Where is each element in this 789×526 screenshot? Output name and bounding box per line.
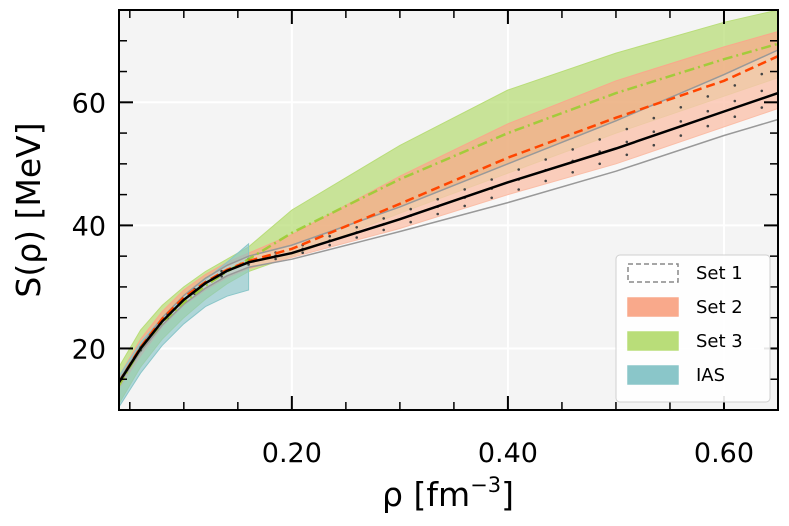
y-tick-label-2: 60: [72, 88, 106, 119]
plot-frame: [118, 9, 779, 411]
band-set-1-dot: [490, 178, 494, 181]
band-set-1-dot: [760, 89, 764, 93]
band-set-1-dot: [571, 171, 574, 174]
band-set-1-dot: [490, 196, 494, 200]
band-set-1-dot: [571, 148, 574, 151]
line-set-2: [117, 55, 779, 383]
band-set-1-dot: [625, 127, 629, 131]
band-set-1-dot: [382, 217, 386, 220]
band-set-1-dot: [706, 124, 710, 128]
band-set-1-dot: [760, 106, 764, 109]
band-set-1-dot: [733, 115, 737, 118]
y-tick-label-0: 20: [72, 334, 106, 365]
band-set-1-dot: [220, 269, 223, 273]
band-set-1-dot: [544, 158, 547, 161]
x-axis-label-sup: −3: [470, 473, 501, 497]
legend-swatch-ias: [627, 365, 679, 385]
legend: Set 1 Set 2 Set 3 IAS: [615, 254, 771, 403]
band-set-1-area: [119, 50, 778, 385]
legend-label-ias: IAS: [696, 365, 725, 386]
y-tick-label-1: 40: [72, 211, 106, 242]
x-tick-label-0: 0.20: [262, 438, 322, 469]
band-set-1-dot: [409, 207, 413, 211]
band-set-1-dot: [706, 95, 710, 98]
band-set-1-dot: [463, 204, 467, 208]
band-set-1-dot: [679, 120, 683, 123]
band-set-1-dot: [598, 138, 601, 141]
x-axis-label: ρ [fm−3]: [382, 473, 514, 514]
legend-swatch-set-1: [627, 263, 679, 283]
legend-label-set-2: Set 2: [696, 297, 743, 318]
band-set-1-dot: [301, 251, 305, 254]
line-set-1: [117, 91, 779, 383]
band-set-1-dot: [328, 243, 332, 247]
band-set-1-dot: [598, 162, 601, 166]
legend-swatch-set-2: [627, 297, 679, 317]
band-set-1-dot: [760, 72, 764, 76]
band-set-1-dot: [355, 236, 359, 239]
band-set-1-dot: [409, 220, 413, 224]
band-set-1-dot: [679, 106, 683, 109]
band-set-1-dot: [436, 212, 440, 216]
band-set-1-dot: [274, 257, 277, 261]
central-lines: [117, 42, 779, 387]
band-set-1-dot: [355, 226, 359, 229]
x-tick-label-2: 0.60: [694, 438, 754, 469]
band-set-1-dot: [544, 179, 547, 183]
band-set-1-lower-edge: [118, 118, 779, 385]
x-axis-label-tail: ]: [501, 475, 514, 514]
y-axis-label: S(ρ) [MeV]: [9, 122, 48, 297]
band-set-1-dot: [733, 84, 737, 87]
band-set-1-dot: [733, 99, 737, 103]
band-set-1-dot: [625, 140, 629, 144]
line-set-3: [117, 42, 779, 387]
x-tick-label-1: 0.40: [478, 438, 538, 469]
band-set-1-dot: [517, 168, 520, 171]
band-set-1-dot: [652, 143, 656, 147]
legend-swatch-set-3: [627, 331, 679, 351]
x-axis-label-main: ρ [fm: [382, 475, 470, 514]
tick-labels: 0.20 0.40 0.60 20 40 60: [72, 88, 754, 469]
legend-label-set-3: Set 3: [696, 331, 743, 352]
band-set-1-dot: [652, 130, 656, 133]
band-set-1-dot: [382, 228, 386, 232]
band-set-1-dot: [652, 116, 656, 120]
band-set-1-dot: [436, 197, 440, 201]
band-set-1-dot: [625, 153, 629, 157]
band-set-1-dot: [679, 134, 683, 137]
band-set-1-dot: [706, 109, 710, 113]
band-set-1-dot: [463, 188, 467, 191]
band-set-1-dot: [328, 234, 332, 238]
axis-ticks: [119, 9, 779, 410]
legend-label-set-1: Set 1: [696, 263, 743, 284]
band-set-1-dot: [517, 188, 520, 191]
